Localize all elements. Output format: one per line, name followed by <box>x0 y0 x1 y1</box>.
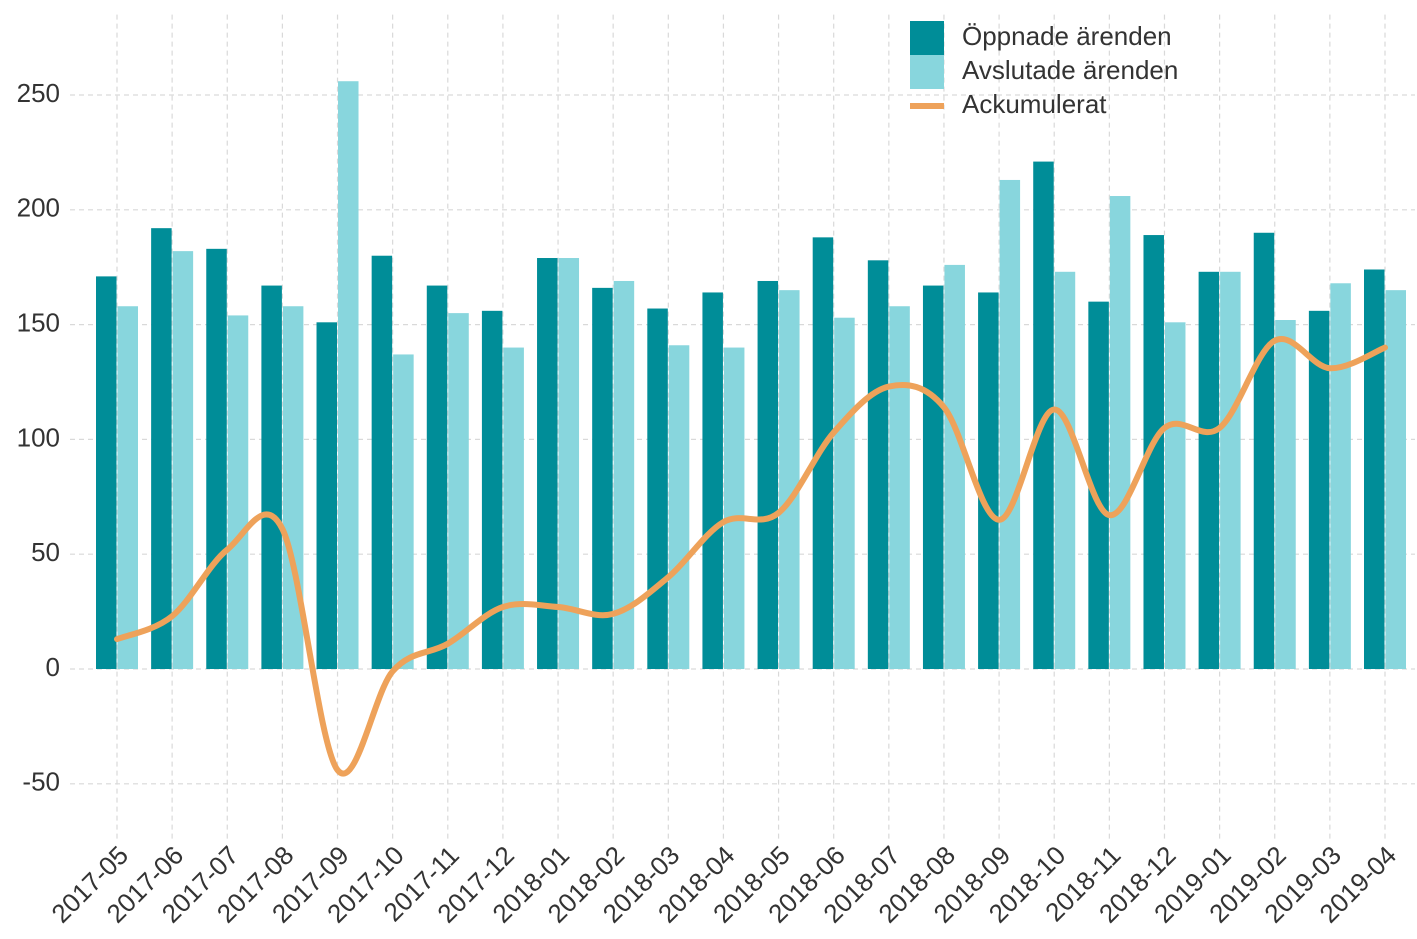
bar <box>426 285 448 669</box>
bar <box>647 308 668 669</box>
y-tick-label: -50 <box>22 767 60 797</box>
bar <box>481 310 503 669</box>
bar <box>834 317 855 669</box>
bar <box>558 258 580 669</box>
bar <box>1054 271 1076 669</box>
bar <box>592 287 613 669</box>
legend-swatch <box>910 55 944 89</box>
bar <box>1253 232 1275 669</box>
bar <box>1198 271 1220 669</box>
bar <box>448 313 469 669</box>
bar <box>999 179 1021 669</box>
bar <box>1088 301 1109 669</box>
bar <box>889 306 910 669</box>
bar <box>371 255 393 669</box>
y-tick-label: 200 <box>17 193 60 223</box>
bar <box>1275 320 1296 669</box>
y-tick-label: 100 <box>17 422 60 452</box>
bar <box>117 306 138 669</box>
bar <box>227 315 249 669</box>
bar <box>723 347 745 669</box>
bar <box>1308 310 1330 669</box>
bar <box>867 260 889 669</box>
bar <box>261 285 282 669</box>
bar <box>338 81 359 669</box>
bar <box>922 285 944 669</box>
legend-item: Ackumulerat <box>910 89 1107 119</box>
legend-item: Avslutade ärenden <box>910 55 1178 89</box>
bar <box>668 345 690 669</box>
bar <box>1385 290 1406 669</box>
bar <box>1364 269 1385 669</box>
legend-label: Ackumulerat <box>962 89 1107 119</box>
legend-item: Öppnade ärenden <box>910 21 1172 55</box>
bar <box>1164 322 1186 669</box>
bar <box>503 347 524 669</box>
bar <box>1143 235 1164 669</box>
legend-swatch <box>910 21 944 55</box>
bar <box>1220 271 1241 669</box>
bar <box>944 264 965 669</box>
bar <box>206 248 227 669</box>
line <box>114 336 1388 777</box>
bar <box>613 280 635 669</box>
bar <box>172 251 194 670</box>
bar <box>96 276 117 669</box>
bar <box>316 322 338 669</box>
bar <box>702 292 723 669</box>
y-tick-label: 50 <box>31 537 60 567</box>
bar <box>1109 196 1131 670</box>
bar <box>151 228 172 669</box>
bar <box>537 258 558 669</box>
y-tick-label: 250 <box>17 78 60 108</box>
legend-label: Avslutade ärenden <box>962 55 1178 85</box>
bar <box>812 237 834 670</box>
y-tick-label: 0 <box>46 652 60 682</box>
bar <box>978 292 999 669</box>
bar <box>779 290 800 669</box>
bar <box>1330 283 1351 669</box>
y-tick-label: 150 <box>17 307 60 337</box>
bar <box>393 354 414 669</box>
bar <box>757 280 779 669</box>
legend-label: Öppnade ärenden <box>962 21 1172 51</box>
